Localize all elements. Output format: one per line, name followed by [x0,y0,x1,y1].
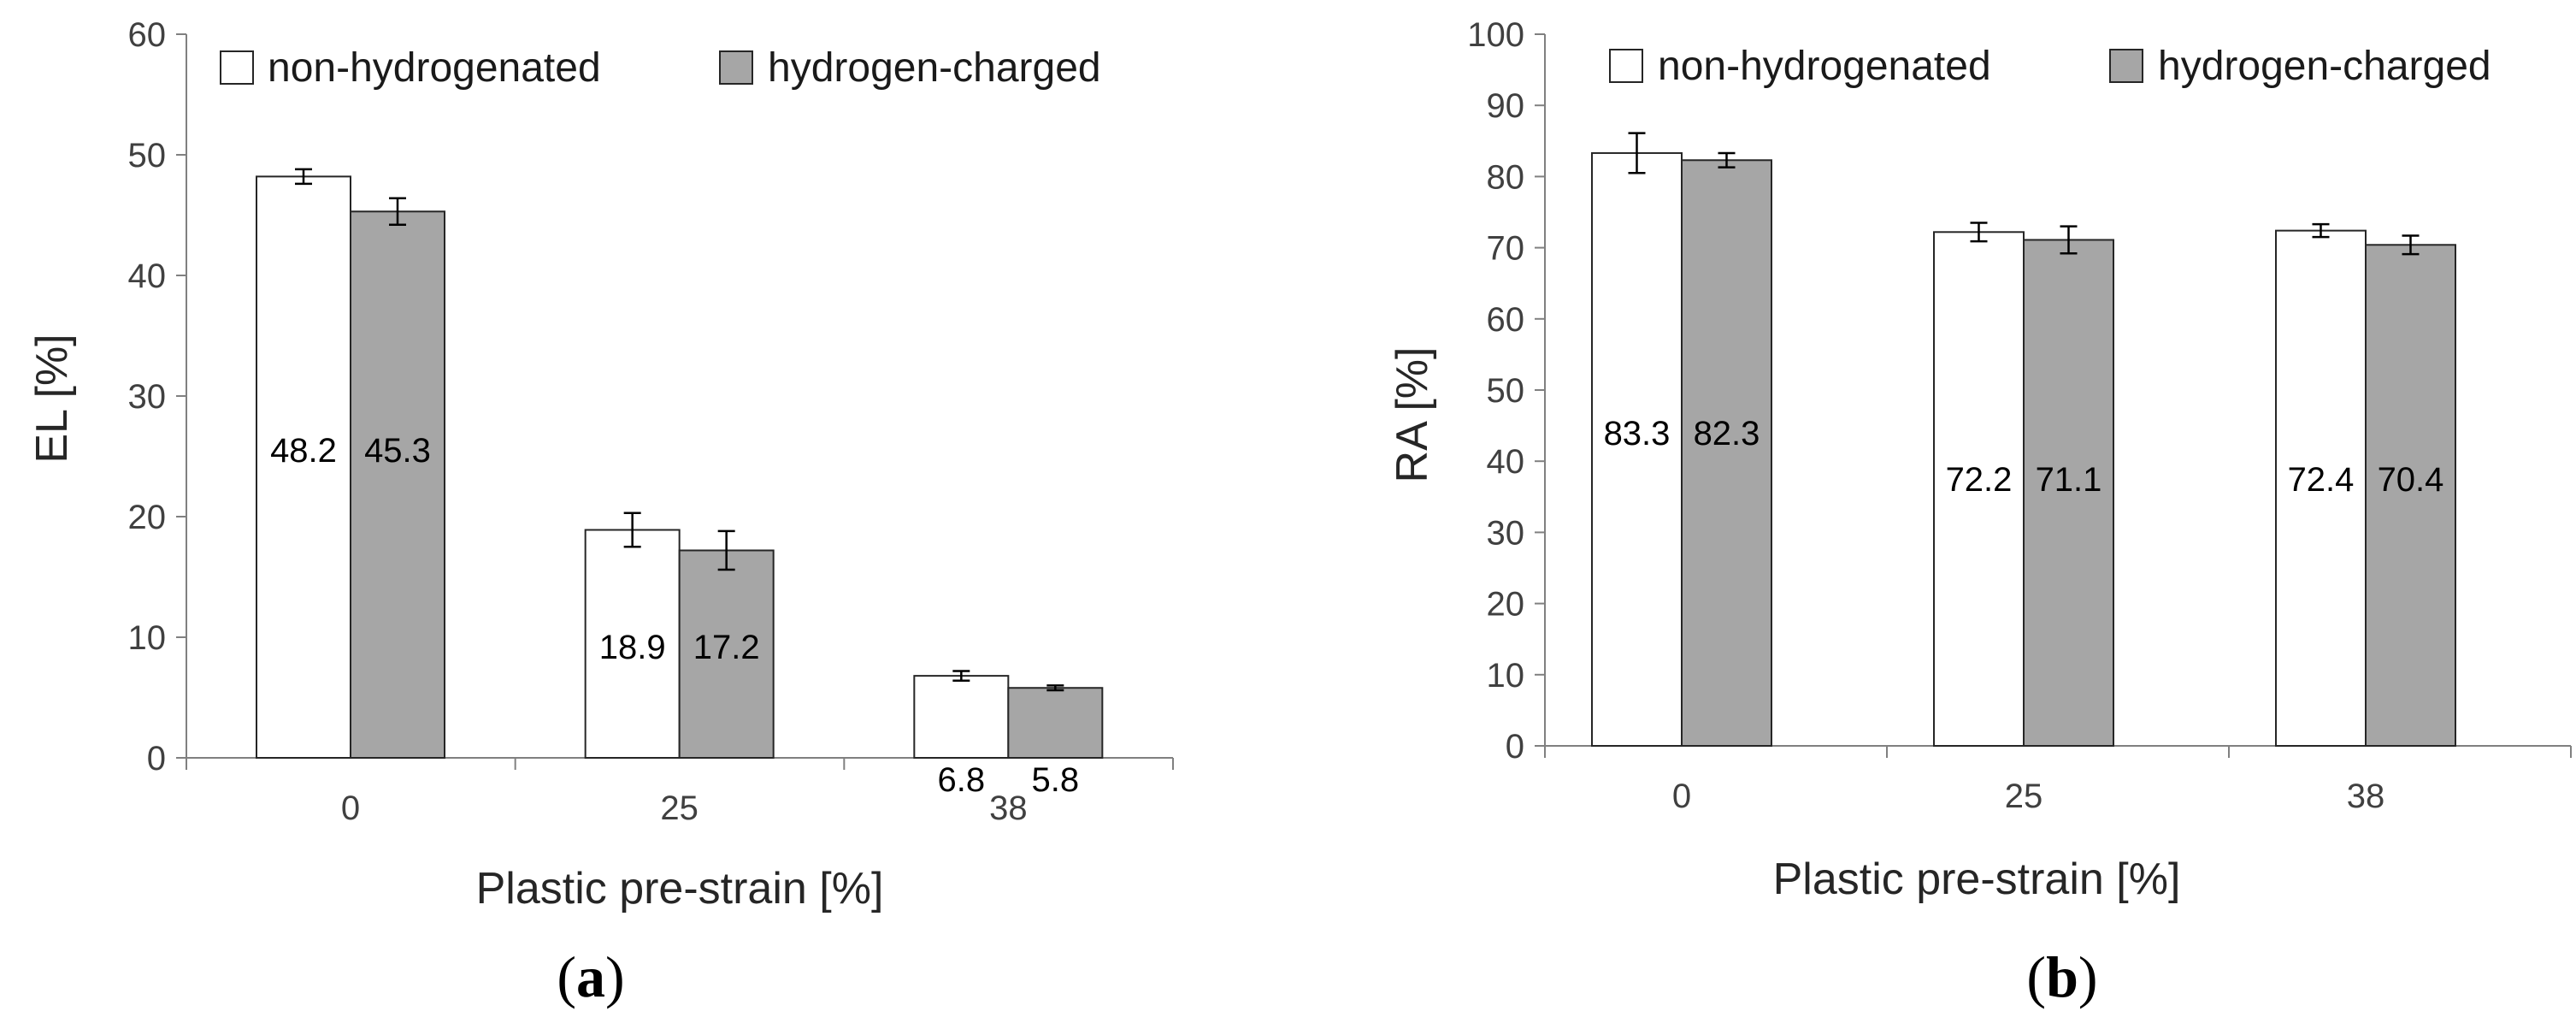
y-ticks: 0 10 20 30 40 50 60 [128,16,186,778]
bar-non-hydrogenated [1933,231,2025,747]
legend: non-hydrogenated hydrogen-charged [220,45,1101,91]
data-label: 72.2 [1946,461,2013,499]
panel-caption-a: (a) [505,948,676,1006]
legend: non-hydrogenated hydrogen-charged [1609,44,2491,89]
el-bar-chart: EL [%] Plastic pre-strain [%] 0 10 20 30 40 5… [27,16,1174,914]
y-tick-label: 0 [1506,728,1524,766]
x-tick-label: 25 [2005,778,2043,815]
y-axis-title: RA [%] [1388,347,1437,483]
caption-close-paren: ) [605,944,625,1009]
chart-panel-a: EL [%] Plastic pre-strain [%] 0 10 20 30 40 5… [27,16,1174,1006]
bars: 48.2 45.3 18.9 17.2 6.8 5.8 [256,168,1104,799]
bar-hydrogen-charged [2023,239,2114,747]
data-label: 6.8 [938,761,986,799]
legend-label-hydrogen-charged: hydrogen-charged [2158,44,2491,89]
bar-hydrogen-charged [678,549,775,759]
y-tick-label: 70 [1487,230,1525,268]
caption-close-paren: ) [2078,944,2098,1009]
data-label: 71.1 [2036,461,2102,499]
y-tick-label: 60 [1487,301,1525,339]
caption-open-paren: ( [557,944,576,1009]
x-tick-label: 0 [341,789,360,827]
y-tick-label: 100 [1467,16,1524,54]
data-label: 18.9 [599,629,666,666]
x-ticks: 0 25 38 [1544,746,2572,815]
y-tick-label: 40 [1487,443,1525,481]
chart-panel-b: RA [%] Plastic pre-strain [%] 0 10 20 30 40 5… [1288,0,2576,1023]
y-tick-label: 20 [1487,586,1525,624]
legend-swatch-non-hydrogenated [1609,49,1643,83]
data-label: 70.4 [2378,461,2444,499]
y-tick-label: 90 [1487,87,1525,125]
data-label: 82.3 [1694,415,1760,452]
y-tick-label: 10 [128,619,167,657]
data-label: 5.8 [1032,761,1080,799]
y-tick-label: 50 [1487,372,1525,410]
bar-non-hydrogenated [913,675,1010,759]
x-axis-title: Plastic pre-strain [%] [476,864,884,914]
bar-hydrogen-charged [1681,159,1772,748]
y-tick-label: 20 [128,499,167,536]
x-ticks: 0 25 38 [186,758,1174,827]
legend-swatch-non-hydrogenated [220,50,254,85]
x-tick-label: 25 [660,789,699,827]
y-tick-label: 60 [128,16,167,54]
bar-non-hydrogenated [584,529,681,759]
x-tick-label: 38 [2347,778,2385,815]
y-tick-label: 30 [128,378,167,416]
legend-label-non-hydrogenated: non-hydrogenated [1658,44,1991,89]
bar-non-hydrogenated [2275,229,2367,747]
y-tick-label: 50 [128,137,167,174]
y-tick-label: 40 [128,257,167,295]
caption-open-paren: ( [2026,944,2047,1009]
legend-swatch-hydrogen-charged [719,50,753,85]
bar-hydrogen-charged [1007,687,1104,759]
caption-letter: b [2046,944,2078,1009]
bar-non-hydrogenated [1591,151,1683,748]
y-ticks: 0 10 20 30 40 50 60 70 80 90 100 [1467,16,1545,766]
data-label: 72.4 [2288,461,2355,499]
data-label: 17.2 [693,629,760,666]
caption-letter: a [576,944,605,1009]
data-label: 45.3 [364,432,431,470]
legend-label-non-hydrogenated: non-hydrogenated [268,45,601,91]
legend-swatch-hydrogen-charged [2109,49,2143,83]
y-tick-label: 10 [1487,657,1525,695]
bar-hydrogen-charged [350,210,445,759]
x-axis-title: Plastic pre-strain [%] [1773,854,2181,904]
ra-bar-chart: RA [%] Plastic pre-strain [%] 0 10 20 30 40 5… [1388,16,2572,904]
panel-caption-b: (b) [1977,948,2148,1006]
y-tick-label: 30 [1487,514,1525,552]
bar-hydrogen-charged [2365,244,2456,748]
y-tick-label: 80 [1487,158,1525,196]
data-label: 83.3 [1604,415,1671,452]
bar-non-hydrogenated [256,175,351,759]
legend-label-hydrogen-charged: hydrogen-charged [768,45,1101,91]
x-tick-label: 0 [1672,778,1691,815]
data-label: 48.2 [270,432,337,470]
bars: 83.3 82.3 72.2 71.1 72.4 70.4 [1591,132,2456,748]
y-tick-label: 0 [147,740,166,778]
x-tick-label: 38 [989,789,1028,827]
y-axis-title: EL [%] [27,334,77,463]
